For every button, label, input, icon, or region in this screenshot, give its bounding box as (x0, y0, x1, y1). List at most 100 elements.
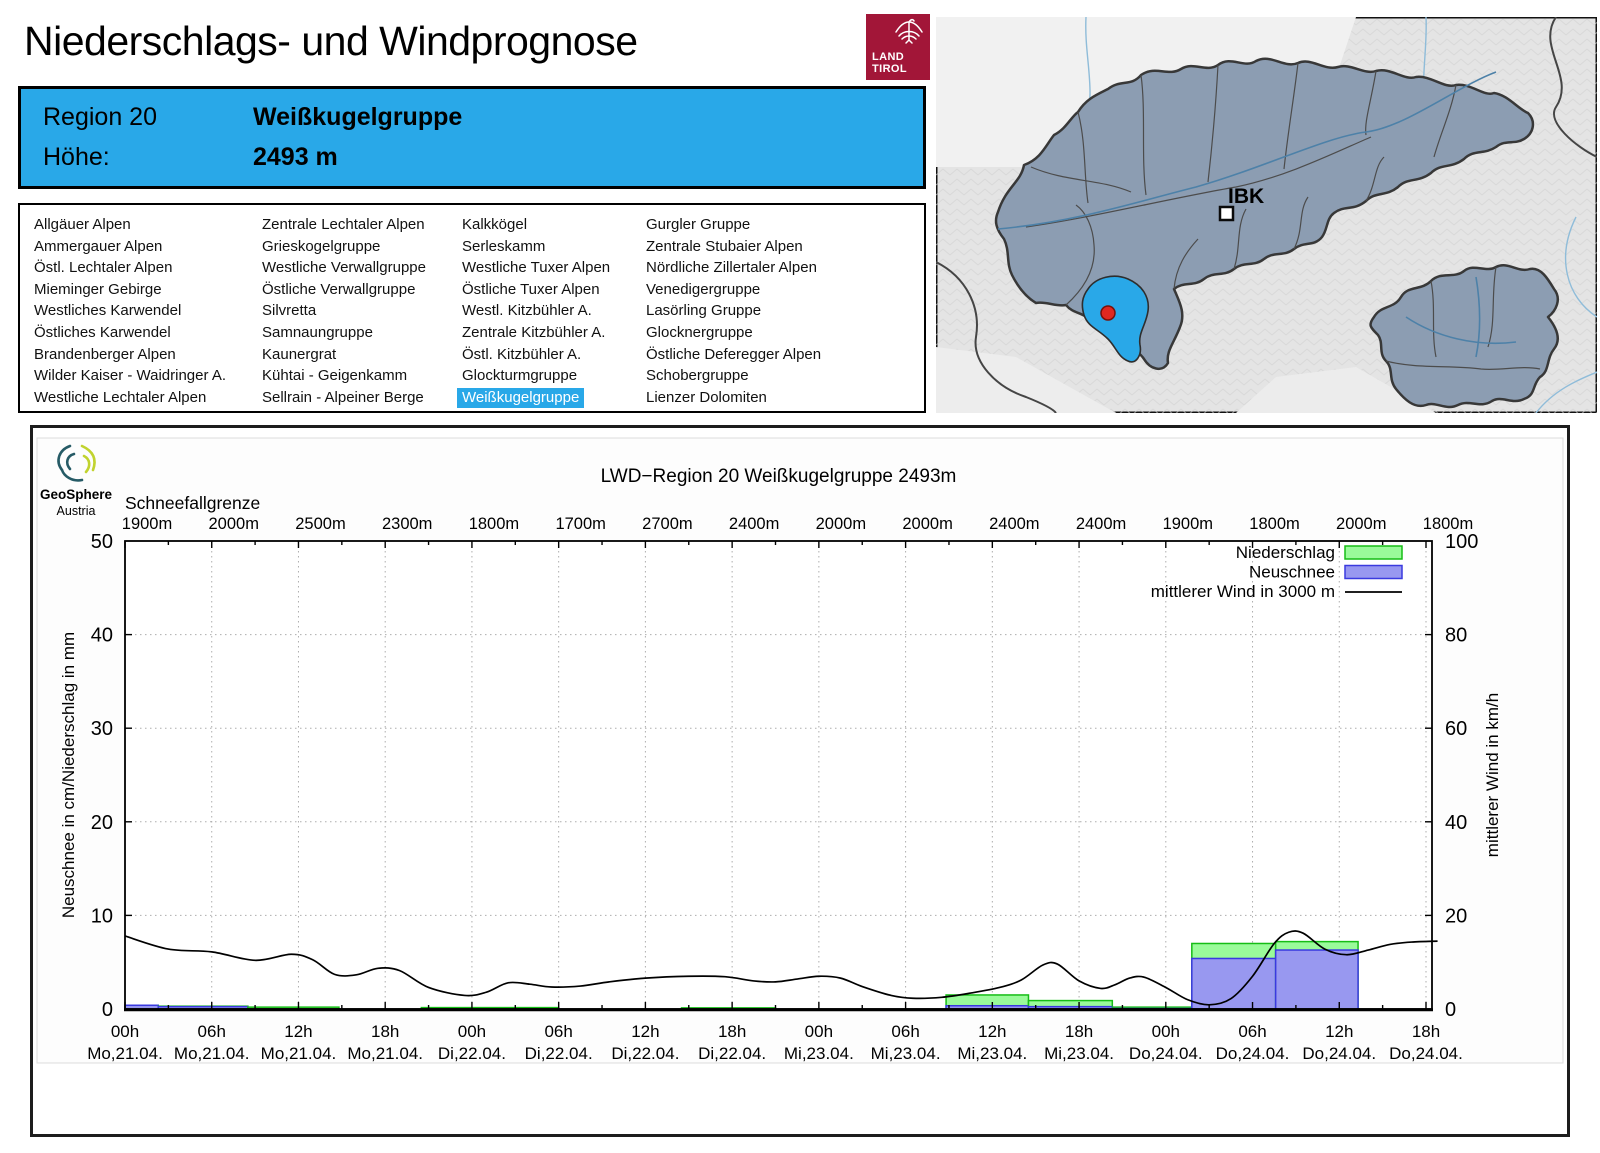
neuschnee-bar (1274, 949, 1359, 1010)
snowline-label: Schneefallgrenze (125, 493, 260, 513)
axis-labels: 0 10 20 30 40 50 0 20 40 60 80 100 00h Mo,21.04. 06h Mo… (87, 531, 1478, 1063)
region-list-item[interactable]: Östl. Kitzbühler A. (462, 344, 615, 366)
region-list-item[interactable]: Serleskamm (462, 236, 615, 258)
svg-text:100: 100 (1445, 531, 1478, 553)
map-ibk-marker (1218, 205, 1235, 222)
svg-text:0: 0 (102, 999, 113, 1021)
region-list-item[interactable]: Zentrale Kitzbühler A. (462, 322, 615, 344)
region-list-item-label: Allgäuer Alpen (34, 216, 131, 233)
map-ibk-label: IBK (1228, 185, 1264, 208)
region-list-item[interactable]: Nördliche Zillertaler Alpen (646, 257, 826, 279)
svg-text:2000m: 2000m (1336, 515, 1386, 533)
map-region-cluster-east (1369, 264, 1559, 409)
region-list-item-label: Westliches Karwendel (34, 302, 182, 320)
region-list-item-label: Schobergruppe (646, 367, 749, 385)
region-list-item[interactable]: Weißkugelgruppe (457, 387, 615, 409)
snowline-values: 1900m 2000m 2500m 2300m 1800m 1700m 2700m 2400m… (122, 515, 1473, 533)
region-list-item[interactable]: Allgäuer Alpen (34, 214, 231, 236)
region-list-item[interactable]: Zentrale Lechtaler Alpen (262, 214, 431, 236)
region-list-item[interactable]: Glocknergruppe (646, 322, 826, 344)
svg-text:00h: 00h (1152, 1022, 1180, 1041)
region-list-item[interactable]: Östliche Tuxer Alpen (462, 279, 615, 301)
region-list: Allgäuer Alpen Ammergauer Alpen Östl. Lech… (18, 203, 926, 413)
region-list-item[interactable]: Sellrain - Alpeiner Berge (262, 387, 431, 409)
tirol-overview-map: IBK (934, 15, 1599, 415)
svg-text:18h: 18h (371, 1022, 399, 1041)
svg-text:Mo,21.04.: Mo,21.04. (261, 1044, 337, 1063)
region-list-item[interactable]: Wilder Kaiser - Waidringer A. (34, 365, 231, 387)
region-list-item[interactable]: Lienzer Dolomiten (646, 387, 826, 409)
svg-text:06h: 06h (891, 1022, 919, 1041)
region-list-item-label: Grieskogelgruppe (262, 237, 381, 255)
map-national-borders (935, 16, 1598, 414)
svg-text:18h: 18h (718, 1022, 746, 1041)
region-list-item[interactable]: Brandenberger Alpen (34, 344, 231, 366)
region-list-item[interactable]: Schobergruppe (646, 365, 826, 387)
region-list-item-label: Östl. Lechtaler Alpen (34, 259, 173, 277)
y-axis-right-title: mittlerer Wind in km/h (1483, 693, 1502, 857)
region-list-item-label: Glockturmgruppe (462, 367, 578, 385)
svg-text:06h: 06h (198, 1022, 226, 1041)
region-list-item[interactable]: Lasörling Gruppe (646, 300, 826, 322)
svg-text:00h: 00h (111, 1022, 139, 1041)
region-list-item[interactable]: Östliche Deferegger Alpen (646, 344, 826, 366)
svg-text:10: 10 (91, 905, 113, 927)
region-list-item[interactable]: Östl. Lechtaler Alpen (34, 257, 231, 279)
svg-text:2000m: 2000m (209, 515, 259, 533)
svg-text:Di,22.04.: Di,22.04. (611, 1044, 679, 1063)
svg-text:mittlerer Wind in 3000 m: mittlerer Wind in 3000 m (1151, 582, 1335, 601)
region-list-item[interactable]: Ammergauer Alpen (34, 236, 231, 258)
svg-text:Mi,23.04.: Mi,23.04. (1044, 1044, 1114, 1063)
region-list-item[interactable]: Westliche Lechtaler Alpen (34, 387, 231, 409)
wind-line (124, 930, 1438, 1006)
region-list-item[interactable]: Westliche Tuxer Alpen (462, 257, 615, 279)
region-list-item-label: Silvretta (262, 302, 317, 320)
region-list-item[interactable]: Kühtai - Geigenkamm (262, 365, 431, 387)
region-list-item-label: Nördliche Zillertaler Alpen (646, 259, 817, 277)
region-list-item[interactable]: Grieskogelgruppe (262, 236, 431, 258)
region-list-item[interactable]: Mieminger Gebirge (34, 279, 231, 301)
svg-text:00h: 00h (458, 1022, 486, 1041)
svg-text:Do,24.04.: Do,24.04. (1216, 1044, 1290, 1063)
region-list-column-3: Kalkkögel Serleskamm Westliche Tuxer Alpen… (457, 214, 615, 409)
svg-text:Do,24.04.: Do,24.04. (1389, 1044, 1463, 1063)
region-list-item[interactable]: Westliches Karwendel (34, 300, 231, 322)
region-list-item-label: Östliches Karwendel (34, 323, 171, 341)
region-list-item[interactable]: Kalkkögel (462, 214, 615, 236)
geosphere-logo: GeoSphere Austria (40, 444, 112, 518)
region-list-column-1: Allgäuer Alpen Ammergauer Alpen Östl. Lech… (34, 214, 231, 408)
region-list-item[interactable]: Westliche Verwallgruppe (262, 257, 431, 279)
svg-text:Mi,23.04.: Mi,23.04. (957, 1044, 1027, 1063)
region-list-item[interactable]: Zentrale Stubaier Alpen (646, 236, 826, 258)
region-list-item-label: Westliche Lechtaler Alpen (34, 388, 207, 406)
region-list-item[interactable]: Glockturmgruppe (462, 365, 615, 387)
forecast-chart: 0 10 20 30 40 50 0 20 40 60 80 100 00h Mo,21.04. 06h Mo… (30, 425, 1570, 1137)
region-list-item-label: Westliche Verwallgruppe (262, 259, 426, 277)
svg-text:12h: 12h (978, 1022, 1006, 1041)
region-list-item[interactable]: Kaunergrat (262, 344, 431, 366)
region-list-item[interactable]: Östliches Karwendel (34, 322, 231, 344)
region-list-item-label: Zentrale Stubaier Alpen (646, 237, 803, 255)
svg-text:1700m: 1700m (555, 515, 605, 533)
region-list-item-label: Venedigergruppe (646, 280, 761, 298)
svg-text:40: 40 (1445, 812, 1467, 834)
svg-text:50: 50 (91, 531, 113, 553)
svg-text:40: 40 (91, 625, 113, 647)
region-list-item[interactable]: Samnaungruppe (262, 322, 431, 344)
elevation-value: 2493 m (253, 143, 338, 171)
region-list-item[interactable]: Venedigergruppe (646, 279, 826, 301)
svg-text:12h: 12h (284, 1022, 312, 1041)
svg-text:30: 30 (91, 718, 113, 740)
region-list-item-label: Glocknergruppe (646, 323, 753, 341)
region-list-column-2: Zentrale Lechtaler Alpen Grieskogelgruppe… (262, 214, 431, 408)
region-list-item[interactable]: Gurgler Gruppe (646, 214, 826, 236)
svg-text:18h: 18h (1412, 1022, 1440, 1041)
svg-text:00h: 00h (805, 1022, 833, 1041)
region-list-item[interactable]: Östliche Verwallgruppe (262, 279, 431, 301)
svg-text:Mo,21.04.: Mo,21.04. (174, 1044, 250, 1063)
svg-text:1800m: 1800m (1423, 515, 1473, 533)
region-list-item[interactable]: Westl. Kitzbühler A. (462, 300, 615, 322)
svg-text:0: 0 (1445, 999, 1456, 1021)
svg-text:2400m: 2400m (729, 515, 779, 533)
region-list-item[interactable]: Silvretta (262, 300, 431, 322)
